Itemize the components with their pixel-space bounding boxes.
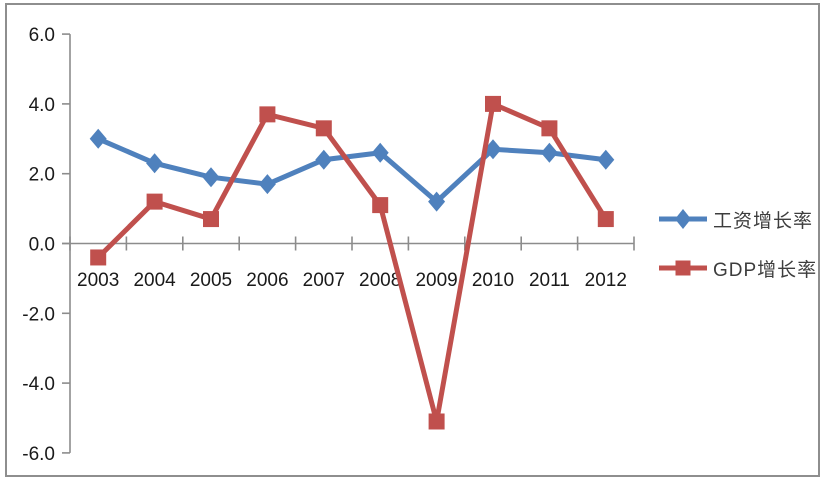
x-axis-label: 2004 (133, 270, 176, 291)
x-axis-label: 2005 (190, 270, 232, 291)
series-0-marker (428, 191, 446, 212)
x-axis-label: 2011 (529, 270, 570, 291)
series-0-marker (484, 139, 502, 160)
series-1-marker (90, 249, 107, 266)
series-1-marker (485, 95, 501, 112)
gdp-series-swatch-icon (659, 260, 707, 276)
series-line-0 (97, 136, 607, 205)
y-axis-label: 4.0 (29, 95, 55, 116)
series-1-marker (597, 211, 614, 228)
x-axis-label: 2003 (77, 270, 119, 291)
y-axis-label: -2.0 (22, 304, 55, 325)
series-1-marker (259, 106, 276, 123)
x-axis-label: 2008 (359, 270, 401, 291)
legend-item-wage-growth: 工资增长率 (658, 206, 813, 232)
legend-label-gdp-growth: GDP增长率 (713, 259, 818, 281)
series-1-marker (428, 413, 445, 430)
series-1-marker (372, 197, 389, 214)
series-0-marker (146, 153, 164, 174)
y-axis-label: 6.0 (29, 25, 55, 46)
x-axis-label: 2012 (585, 270, 627, 291)
series-1-marker (203, 211, 219, 228)
x-axis-label: 2009 (415, 270, 457, 291)
series-0-marker (315, 149, 333, 170)
y-axis-label: -6.0 (22, 444, 55, 465)
figure-border (5, 3, 820, 477)
series-1-marker (541, 120, 558, 137)
x-axis-label: 2006 (246, 270, 288, 291)
wage-series-swatch-icon (659, 209, 707, 229)
y-axis-label: -4.0 (22, 374, 55, 395)
legend-label-wage-growth: 工资增长率 (713, 210, 814, 232)
series-1-marker (315, 120, 332, 137)
series-0-marker (540, 142, 558, 163)
series-0-marker (202, 167, 220, 188)
series-0-marker (371, 142, 389, 163)
series-0-marker (258, 174, 276, 195)
series-0-marker (89, 128, 107, 149)
x-axis-label: 2010 (472, 270, 514, 291)
y-axis-label: 0.0 (29, 235, 55, 256)
x-axis-label: 2007 (303, 270, 345, 291)
series-line-1 (96, 100, 608, 423)
series-0-marker (597, 149, 615, 170)
series-1-marker (146, 193, 163, 210)
y-axis-label: 2.0 (29, 165, 55, 186)
legend-item-gdp-growth: GDP增长率 (658, 255, 817, 281)
